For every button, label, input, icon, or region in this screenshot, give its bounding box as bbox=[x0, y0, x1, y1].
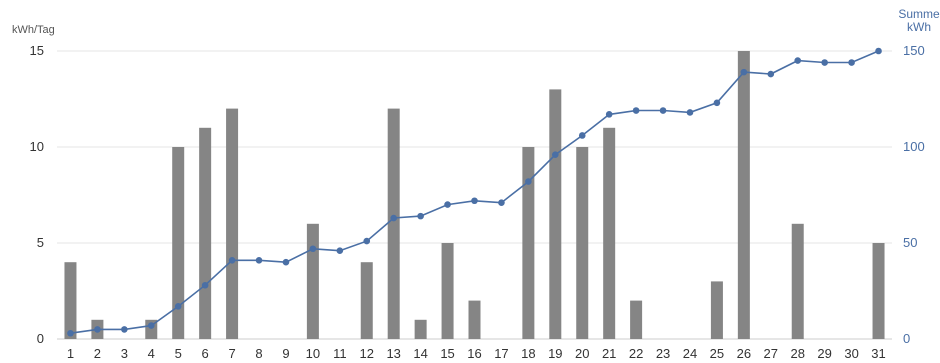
line-point bbox=[875, 47, 882, 55]
x-axis-tick-label: 5 bbox=[175, 346, 182, 361]
line-point bbox=[821, 59, 828, 66]
right-axis-title-line-2: kWh bbox=[907, 20, 931, 34]
line-point bbox=[417, 212, 424, 220]
x-axis-tick-label: 25 bbox=[710, 346, 724, 361]
left-axis-tick-label: 0 bbox=[37, 331, 44, 346]
x-axis-tick-label: 19 bbox=[548, 346, 562, 361]
line-point bbox=[147, 322, 155, 329]
right-axis-tick-label: 50 bbox=[903, 235, 917, 250]
bar bbox=[737, 51, 750, 339]
x-axis-tick-label: 4 bbox=[148, 346, 155, 361]
x-axis-tick-label: 27 bbox=[764, 346, 778, 361]
x-axis-tick-label: 21 bbox=[602, 346, 616, 361]
line-point bbox=[632, 107, 640, 114]
line-point bbox=[686, 109, 694, 116]
right-axis-tick-label: 0 bbox=[903, 331, 910, 346]
left-axis: 0 5 10 15 bbox=[30, 43, 44, 346]
x-axis-tick-label: 31 bbox=[871, 346, 885, 361]
line-point bbox=[740, 68, 748, 76]
x-axis-tick-label: 6 bbox=[202, 346, 209, 361]
line-point bbox=[552, 151, 559, 158]
line-point bbox=[498, 199, 505, 206]
line-point bbox=[444, 201, 451, 208]
line-point bbox=[659, 107, 667, 114]
left-axis-tick-label: 10 bbox=[30, 139, 44, 154]
bar bbox=[441, 243, 454, 339]
x-axis-tick-label: 18 bbox=[521, 346, 535, 361]
right-axis-tick-label: 100 bbox=[903, 139, 925, 154]
left-axis-title: kWh/Tag bbox=[12, 24, 55, 36]
line-point bbox=[471, 197, 478, 205]
x-axis-tick-label: 14 bbox=[413, 346, 427, 361]
line-point bbox=[363, 237, 371, 245]
line-point bbox=[767, 70, 775, 78]
x-axis-tick-label: 12 bbox=[360, 346, 374, 361]
bar bbox=[64, 262, 77, 339]
cumulative-line bbox=[70, 50, 879, 334]
x-axis-tick-label: 8 bbox=[255, 346, 262, 361]
line-point bbox=[390, 214, 397, 222]
x-axis-tick-label: 15 bbox=[440, 346, 454, 361]
x-axis-tick-label: 26 bbox=[737, 346, 751, 361]
bar bbox=[360, 262, 373, 339]
x-axis-tick-label: 2 bbox=[94, 346, 101, 361]
bar bbox=[387, 108, 400, 339]
bar bbox=[199, 127, 212, 339]
cumulative-line-series bbox=[67, 47, 882, 337]
bar-series bbox=[64, 51, 885, 340]
line-point bbox=[174, 303, 182, 310]
bar bbox=[306, 223, 319, 339]
bar bbox=[414, 319, 427, 339]
x-axis-tick-label: 10 bbox=[306, 346, 320, 361]
bar bbox=[522, 147, 535, 339]
x-axis-tick-label: 9 bbox=[282, 346, 289, 361]
line-point bbox=[67, 329, 74, 337]
left-axis-tick-label: 15 bbox=[30, 43, 44, 58]
right-axis: 0 50 100 150 bbox=[903, 43, 925, 346]
line-point bbox=[228, 256, 236, 264]
right-axis-title-line-1: Summe bbox=[898, 7, 940, 21]
x-axis-tick-label: 13 bbox=[386, 346, 400, 361]
x-axis-tick-label: 11 bbox=[333, 346, 347, 361]
x-axis-tick-label: 20 bbox=[575, 346, 589, 361]
line-point bbox=[848, 59, 855, 66]
line-point bbox=[309, 245, 317, 253]
line-point bbox=[121, 326, 128, 333]
x-axis-tick-label: 23 bbox=[656, 346, 670, 361]
bar bbox=[549, 89, 562, 340]
bar bbox=[603, 127, 616, 339]
bar bbox=[872, 243, 885, 339]
line-point bbox=[201, 281, 209, 289]
line-point bbox=[794, 57, 802, 64]
x-axis: 1 2 3 4 5 6 7 8 9 10 11 12 13 14 15 16 17 18 19 20 21 22 23 24 2… bbox=[67, 346, 886, 361]
left-axis-tick-label: 5 bbox=[37, 235, 44, 250]
x-axis-tick-label: 28 bbox=[790, 346, 804, 361]
bar bbox=[172, 147, 185, 339]
x-axis-tick-label: 1 bbox=[67, 346, 74, 361]
right-axis-tick-label: 150 bbox=[903, 43, 925, 58]
x-axis-tick-label: 7 bbox=[228, 346, 235, 361]
line-point bbox=[713, 99, 721, 107]
x-axis-tick-label: 22 bbox=[629, 346, 643, 361]
bar bbox=[468, 300, 481, 339]
bar bbox=[576, 147, 589, 339]
x-axis-tick-label: 3 bbox=[121, 346, 128, 361]
bar bbox=[710, 281, 723, 339]
bar bbox=[226, 108, 239, 339]
line-point bbox=[525, 178, 532, 185]
bar bbox=[791, 223, 804, 339]
line-point bbox=[282, 258, 290, 266]
line-point bbox=[605, 111, 613, 118]
line-point bbox=[255, 256, 263, 264]
x-axis-tick-label: 29 bbox=[817, 346, 831, 361]
x-axis-tick-label: 30 bbox=[844, 346, 858, 361]
line-point bbox=[336, 247, 344, 254]
x-axis-tick-label: 16 bbox=[467, 346, 481, 361]
line-point bbox=[578, 132, 586, 139]
line-point bbox=[94, 326, 101, 333]
x-axis-tick-label: 17 bbox=[494, 346, 508, 361]
bar bbox=[630, 300, 643, 339]
x-axis-tick-label: 24 bbox=[683, 346, 697, 361]
